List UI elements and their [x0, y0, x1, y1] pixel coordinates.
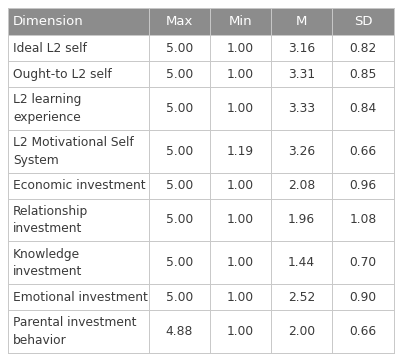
- Bar: [8, 173, 394, 199]
- Text: Relationship
investment: Relationship investment: [13, 205, 88, 235]
- Bar: [8, 241, 394, 284]
- Text: 0.84: 0.84: [349, 102, 376, 115]
- Bar: [8, 310, 394, 353]
- Bar: [8, 87, 394, 130]
- Text: 1.00: 1.00: [227, 213, 254, 227]
- Text: 5.00: 5.00: [166, 145, 193, 158]
- Text: Max: Max: [166, 15, 193, 28]
- Text: 0.82: 0.82: [349, 42, 376, 55]
- Bar: [8, 61, 394, 87]
- Text: 1.19: 1.19: [227, 145, 254, 158]
- Text: Ideal L2 self: Ideal L2 self: [13, 42, 87, 55]
- Bar: [8, 35, 394, 61]
- Text: L2 Motivational Self
System: L2 Motivational Self System: [13, 136, 134, 166]
- Text: 0.70: 0.70: [349, 256, 376, 269]
- Text: 1.00: 1.00: [227, 325, 254, 338]
- Text: 0.66: 0.66: [349, 145, 376, 158]
- Text: 1.00: 1.00: [227, 42, 254, 55]
- Text: 5.00: 5.00: [166, 213, 193, 227]
- Text: 2.52: 2.52: [288, 291, 315, 304]
- Text: 0.96: 0.96: [349, 179, 376, 192]
- Text: 2.00: 2.00: [288, 325, 315, 338]
- Text: SD: SD: [354, 15, 372, 28]
- Text: Dimension: Dimension: [13, 15, 84, 28]
- Text: 5.00: 5.00: [166, 256, 193, 269]
- Text: 5.00: 5.00: [166, 68, 193, 81]
- Text: 3.31: 3.31: [288, 68, 315, 81]
- Text: 3.16: 3.16: [288, 42, 315, 55]
- Text: 1.96: 1.96: [288, 213, 315, 227]
- Text: 5.00: 5.00: [166, 179, 193, 192]
- Text: Parental investment
behavior: Parental investment behavior: [13, 316, 136, 347]
- Text: 1.00: 1.00: [227, 68, 254, 81]
- Bar: [8, 199, 394, 241]
- Text: 1.00: 1.00: [227, 102, 254, 115]
- Text: Min: Min: [228, 15, 252, 28]
- Text: 3.26: 3.26: [288, 145, 315, 158]
- Text: 1.00: 1.00: [227, 179, 254, 192]
- Text: 2.08: 2.08: [288, 179, 315, 192]
- Text: 1.00: 1.00: [227, 291, 254, 304]
- Text: 3.33: 3.33: [288, 102, 315, 115]
- Text: 0.90: 0.90: [349, 291, 376, 304]
- Text: Emotional investment: Emotional investment: [13, 291, 148, 304]
- Text: Economic investment: Economic investment: [13, 179, 146, 192]
- Bar: [8, 284, 394, 310]
- Text: 5.00: 5.00: [166, 291, 193, 304]
- Text: 5.00: 5.00: [166, 102, 193, 115]
- Text: 4.88: 4.88: [166, 325, 193, 338]
- Text: M: M: [296, 15, 307, 28]
- Text: 5.00: 5.00: [166, 42, 193, 55]
- Text: 1.08: 1.08: [349, 213, 376, 227]
- Text: Ought-to L2 self: Ought-to L2 self: [13, 68, 112, 81]
- Text: L2 learning
experience: L2 learning experience: [13, 93, 81, 124]
- Text: Knowledge
investment: Knowledge investment: [13, 248, 82, 278]
- Text: 0.66: 0.66: [349, 325, 376, 338]
- Bar: [8, 8, 394, 35]
- Text: 1.00: 1.00: [227, 256, 254, 269]
- Text: 0.85: 0.85: [349, 68, 377, 81]
- Bar: [8, 130, 394, 173]
- Text: 1.44: 1.44: [288, 256, 315, 269]
